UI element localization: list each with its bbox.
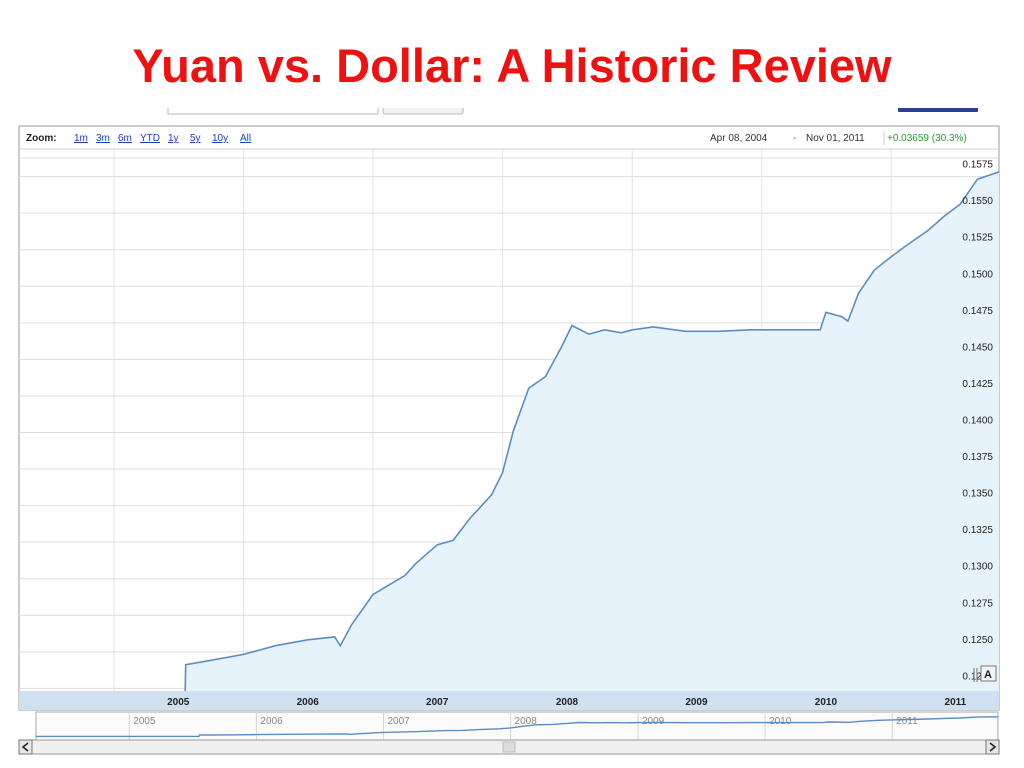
navigator-year-label: 2008 (515, 716, 538, 727)
zoom-option[interactable]: All (240, 133, 251, 144)
y-tick-label: 0.1325 (962, 525, 993, 536)
y-tick-label: 0.1550 (962, 196, 993, 207)
svg-text:A: A (984, 669, 992, 681)
chart-frame: Zoom: 1m 3m 6m YTD 1y 5y 10y All Apr 08, 2004 -… (18, 108, 1008, 768)
navigator-year-label: 2007 (387, 716, 410, 727)
zoom-option[interactable]: 5y (190, 133, 201, 144)
range-change-value: +0.03659 (30.3%) (887, 133, 967, 144)
y-tick-label: 0.1300 (962, 562, 993, 573)
x-tick-label: 2005 (167, 697, 190, 708)
range-date-from: Apr 08, 2004 (710, 133, 768, 144)
zoom-option[interactable]: 3m (96, 133, 110, 144)
chart-svg: Zoom: 1m 3m 6m YTD 1y 5y 10y All Apr 08, 2004 -… (18, 108, 1000, 755)
navigator-year-label: 2009 (642, 716, 665, 727)
y-tick-label: 0.1575 (962, 160, 993, 171)
y-tick-label: 0.1400 (962, 416, 993, 427)
x-tick-label: 2010 (815, 697, 838, 708)
series-line (19, 171, 1000, 702)
x-tick-label: 2006 (297, 697, 320, 708)
chevron-left-icon[interactable] (18, 739, 33, 755)
y-tick-label: 0.1375 (962, 452, 993, 463)
zoom-label: Zoom: (26, 133, 57, 144)
navigator-scrollbar[interactable] (18, 739, 1000, 755)
x-tick-label: 2008 (556, 697, 579, 708)
navigator-year-label: 2010 (769, 716, 792, 727)
y-tick-label: 0.1525 (962, 233, 993, 244)
navigator-year-label: 2011 (896, 716, 918, 727)
zoom-option[interactable]: 6m (118, 133, 132, 144)
navigator-year-label: 2005 (133, 716, 156, 727)
x-axis-tick-labels: 2005 2006 2007 2008 2009 2010 2011 (167, 697, 967, 708)
y-tick-label: 0.1425 (962, 379, 993, 390)
navigator-year-label: 2006 (260, 716, 283, 727)
slide-title: Yuan vs. Dollar: A Historic Review (132, 39, 892, 92)
range-date-to: Nov 01, 2011 (806, 133, 865, 144)
y-tick-label: 0.1350 (962, 489, 993, 500)
zoom-option[interactable]: 10y (212, 133, 228, 144)
y-tick-label: 0.1500 (962, 269, 993, 280)
y-tick-label: 0.1250 (962, 635, 993, 646)
x-tick-label: 2009 (685, 697, 708, 708)
x-tick-label: 2011 (945, 697, 967, 708)
cropped-header-strip (167, 108, 978, 115)
range-navigator[interactable]: 2005 2006 2007 2008 2009 2010 2011 (35, 711, 999, 741)
chevron-right-icon[interactable] (985, 739, 1000, 755)
zoom-option[interactable]: YTD (140, 133, 160, 144)
y-axis-tick-labels: 0.1225 0.1250 0.1275 0.1300 0.1325 0.1350 0.13… (962, 160, 993, 683)
y-tick-label: 0.1225 (962, 671, 993, 682)
zoom-option[interactable]: 1y (168, 133, 179, 144)
x-axis-band (19, 691, 999, 710)
autoscale-a-icon[interactable]: A (973, 665, 997, 682)
scrollbar-grip[interactable] (502, 741, 516, 753)
y-tick-label: 0.1450 (962, 342, 993, 353)
zoom-toolbar: Zoom: 1m 3m 6m YTD 1y 5y 10y All Apr 08, 2004 -… (19, 131, 999, 150)
zoom-option[interactable]: 1m (74, 133, 88, 144)
y-tick-label: 0.1475 (962, 306, 993, 317)
range-date-separator: - (793, 133, 796, 144)
series-area-fill (19, 171, 999, 702)
x-tick-label: 2007 (426, 697, 449, 708)
y-tick-label: 0.1275 (962, 598, 993, 609)
